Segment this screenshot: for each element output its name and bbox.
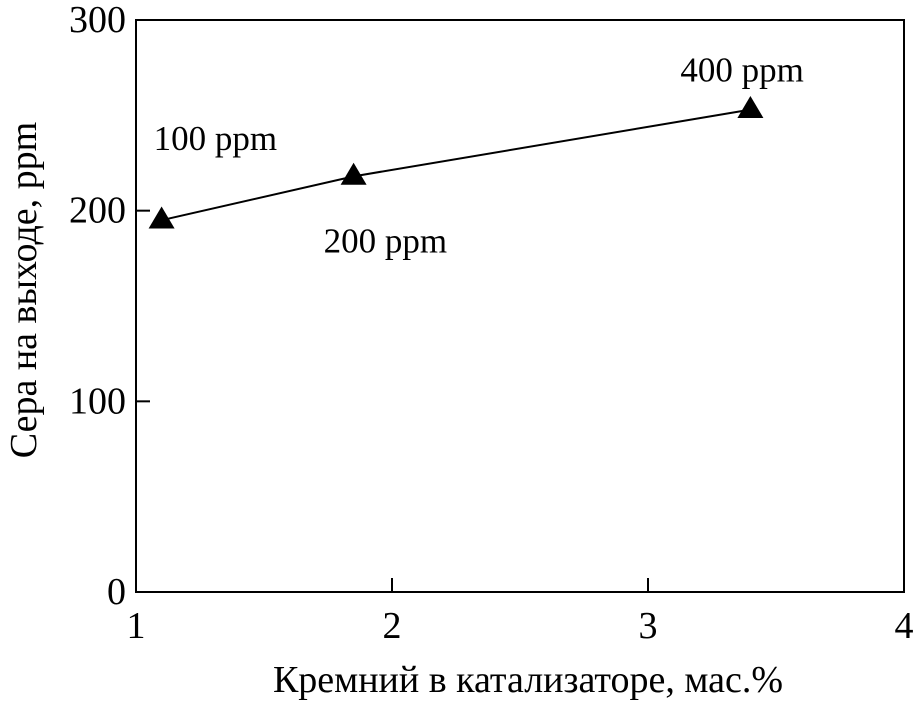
data-annotation: 200 ppm <box>324 221 447 260</box>
y-tick-label: 300 <box>69 0 126 41</box>
data-annotations: 100 ppm 200 ppm 400 ppm <box>154 51 804 261</box>
x-tick-label: 4 <box>895 605 913 647</box>
data-point-marker <box>737 95 764 118</box>
y-tick-label: 0 <box>107 571 126 613</box>
x-axis-title: Кремний в катализаторе, мас.% <box>273 659 783 701</box>
data-point-marker <box>148 206 175 229</box>
x-axis: 1 2 3 4 <box>127 578 913 647</box>
y-axis: 0 100 200 300 <box>69 0 150 613</box>
y-tick-label: 200 <box>69 190 126 232</box>
data-point-marker <box>340 162 367 185</box>
x-tick-label: 1 <box>127 605 146 647</box>
data-annotation: 100 ppm <box>154 119 277 158</box>
plot-frame <box>135 19 905 593</box>
x-tick-label: 2 <box>383 605 402 647</box>
x-tick-label: 3 <box>639 605 658 647</box>
data-markers <box>148 95 764 229</box>
data-annotation: 400 ppm <box>680 51 803 90</box>
y-tick-label: 100 <box>69 380 126 422</box>
y-axis-title: Сера на выходе, ppm <box>3 122 45 458</box>
